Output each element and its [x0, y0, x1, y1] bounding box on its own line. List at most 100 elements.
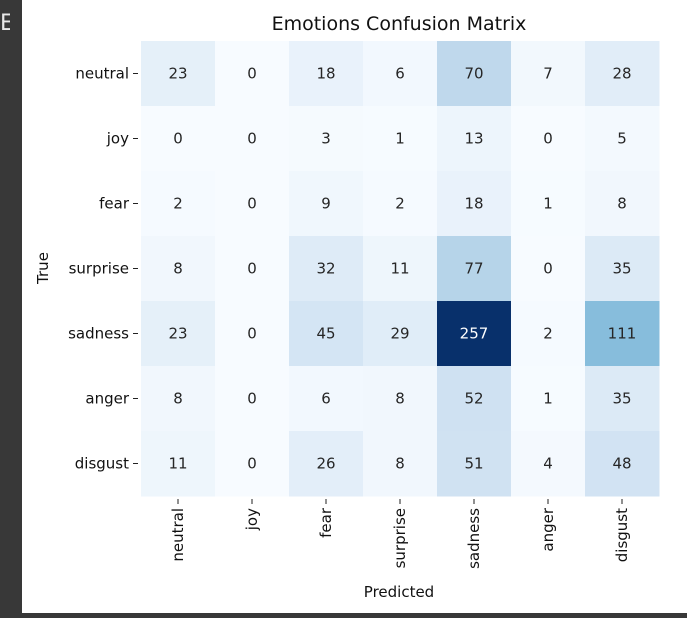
heatmap-cell-disgust-anger	[511, 431, 586, 497]
heatmap-cell-surprise-fear	[289, 236, 364, 302]
cell-value-label: 8	[395, 390, 405, 408]
cell-value-label: 28	[612, 65, 631, 83]
col-tick-label-anger: anger	[539, 507, 557, 551]
heatmap-cell-neutral-neutral	[141, 41, 216, 107]
heatmap-cell-sadness-disgust	[585, 301, 660, 367]
cell-value-label: 29	[390, 325, 409, 343]
heatmap-cell-fear-neutral	[141, 171, 216, 237]
cell-value-label: 0	[543, 260, 553, 278]
heatmap-cell-joy-joy	[215, 106, 290, 172]
cell-value-label: 77	[464, 260, 483, 278]
cell-value-label: 18	[464, 195, 483, 213]
heatmap-cell-surprise-anger	[511, 236, 586, 302]
output-bottom-border	[22, 613, 687, 618]
heatmap-cell-anger-disgust	[585, 366, 660, 432]
heatmap-cell-disgust-sadness	[437, 431, 512, 497]
col-tick-label-disgust: disgust	[613, 508, 631, 562]
cell-value-label: 13	[464, 130, 483, 148]
cell-value-label: 11	[390, 260, 409, 278]
heatmap-cell-surprise-sadness	[437, 236, 512, 302]
cell-value-label: 6	[395, 65, 405, 83]
heatmap-cell-sadness-sadness	[437, 301, 512, 367]
heatmap-cell-neutral-surprise	[363, 41, 438, 107]
heatmap-cell-surprise-surprise	[363, 236, 438, 302]
heatmap-cell-fear-joy	[215, 171, 290, 237]
heatmap-cell-surprise-disgust	[585, 236, 660, 302]
cell-value-label: 111	[608, 325, 637, 343]
heatmap-cell-neutral-anger	[511, 41, 586, 107]
heatmap-cell-neutral-fear	[289, 41, 364, 107]
cell-value-label: 45	[316, 325, 335, 343]
heatmap-cell-anger-joy	[215, 366, 290, 432]
heatmap-cell-sadness-surprise	[363, 301, 438, 367]
heatmap-cell-neutral-sadness	[437, 41, 512, 107]
edge-glyph: E	[0, 11, 10, 36]
heatmap-cell-fear-sadness	[437, 171, 512, 237]
cell-value-label: 26	[316, 455, 335, 473]
col-tick-label-sadness: sadness	[465, 508, 483, 569]
heatmap-cell-anger-anger	[511, 366, 586, 432]
cell-value-label: 32	[316, 260, 335, 278]
cell-value-label: 0	[247, 65, 257, 83]
chart-title: Emotions Confusion Matrix	[272, 13, 527, 35]
heatmap-cell-joy-surprise	[363, 106, 438, 172]
heatmap-cell-neutral-disgust	[585, 41, 660, 107]
heatmap-cell-neutral-joy	[215, 41, 290, 107]
heatmap-cell-fear-fear	[289, 171, 364, 237]
heatmap-cell-disgust-surprise	[363, 431, 438, 497]
cell-value-label: 23	[168, 325, 187, 343]
heatmap-cell-joy-anger	[511, 106, 586, 172]
cell-value-label: 6	[321, 390, 331, 408]
cell-value-label: 0	[247, 390, 257, 408]
cell-value-label: 0	[543, 130, 553, 148]
row-tick-label-joy: joy	[106, 130, 129, 148]
cell-value-label: 23	[168, 65, 187, 83]
heatmap-cell-disgust-disgust	[585, 431, 660, 497]
cell-value-label: 0	[247, 325, 257, 343]
cell-value-label: 35	[612, 260, 631, 278]
cell-value-label: 11	[168, 455, 187, 473]
cell-value-label: 0	[247, 130, 257, 148]
cell-value-label: 1	[543, 195, 553, 213]
cell-value-label: 3	[321, 130, 331, 148]
row-tick-label-neutral: neutral	[75, 65, 129, 83]
heatmap-cell-anger-fear	[289, 366, 364, 432]
row-tick-label-surprise: surprise	[69, 260, 129, 278]
heatmap-cell-disgust-neutral	[141, 431, 216, 497]
heatmap-cell-sadness-neutral	[141, 301, 216, 367]
heatmap-cell-fear-disgust	[585, 171, 660, 237]
col-tick-label-neutral: neutral	[169, 508, 187, 562]
cell-value-label: 0	[247, 260, 257, 278]
heatmap-cell-fear-surprise	[363, 171, 438, 237]
cell-value-label: 1	[543, 390, 553, 408]
col-tick-label-fear: fear	[317, 507, 335, 538]
heatmap-cell-disgust-joy	[215, 431, 290, 497]
cell-value-label: 8	[173, 390, 183, 408]
heatmap-cell-joy-disgust	[585, 106, 660, 172]
heatmap-cell-anger-sadness	[437, 366, 512, 432]
heatmap-cell-surprise-neutral	[141, 236, 216, 302]
row-tick-label-sadness: sadness	[68, 325, 129, 343]
row-tick-label-fear: fear	[99, 195, 130, 213]
heatmap-cell-surprise-joy	[215, 236, 290, 302]
heatmap-cell-joy-fear	[289, 106, 364, 172]
cell-value-label: 0	[247, 455, 257, 473]
cell-value-label: 8	[617, 195, 627, 213]
cell-value-label: 2	[395, 195, 405, 213]
cell-value-label: 9	[321, 195, 331, 213]
cell-value-label: 70	[464, 65, 483, 83]
row-tick-label-anger: anger	[85, 390, 129, 408]
x-axis-label: Predicted	[364, 583, 434, 601]
heatmap-cell-joy-sadness	[437, 106, 512, 172]
cell-value-label: 1	[395, 130, 405, 148]
cell-value-label: 2	[543, 325, 553, 343]
col-tick-label-joy: joy	[243, 508, 261, 531]
confusion-matrix-chart: Emotions Confusion Matrix 23 0 18 6 70 7 280 0 3…	[34, 13, 660, 601]
cell-value-label: 4	[543, 455, 553, 473]
cell-value-label: 2	[173, 195, 183, 213]
row-tick-label-disgust: disgust	[75, 455, 129, 473]
cell-value-label: 257	[460, 325, 489, 343]
cell-value-label: 35	[612, 390, 631, 408]
cell-value-label: 0	[173, 130, 183, 148]
heatmap-cell-anger-surprise	[363, 366, 438, 432]
